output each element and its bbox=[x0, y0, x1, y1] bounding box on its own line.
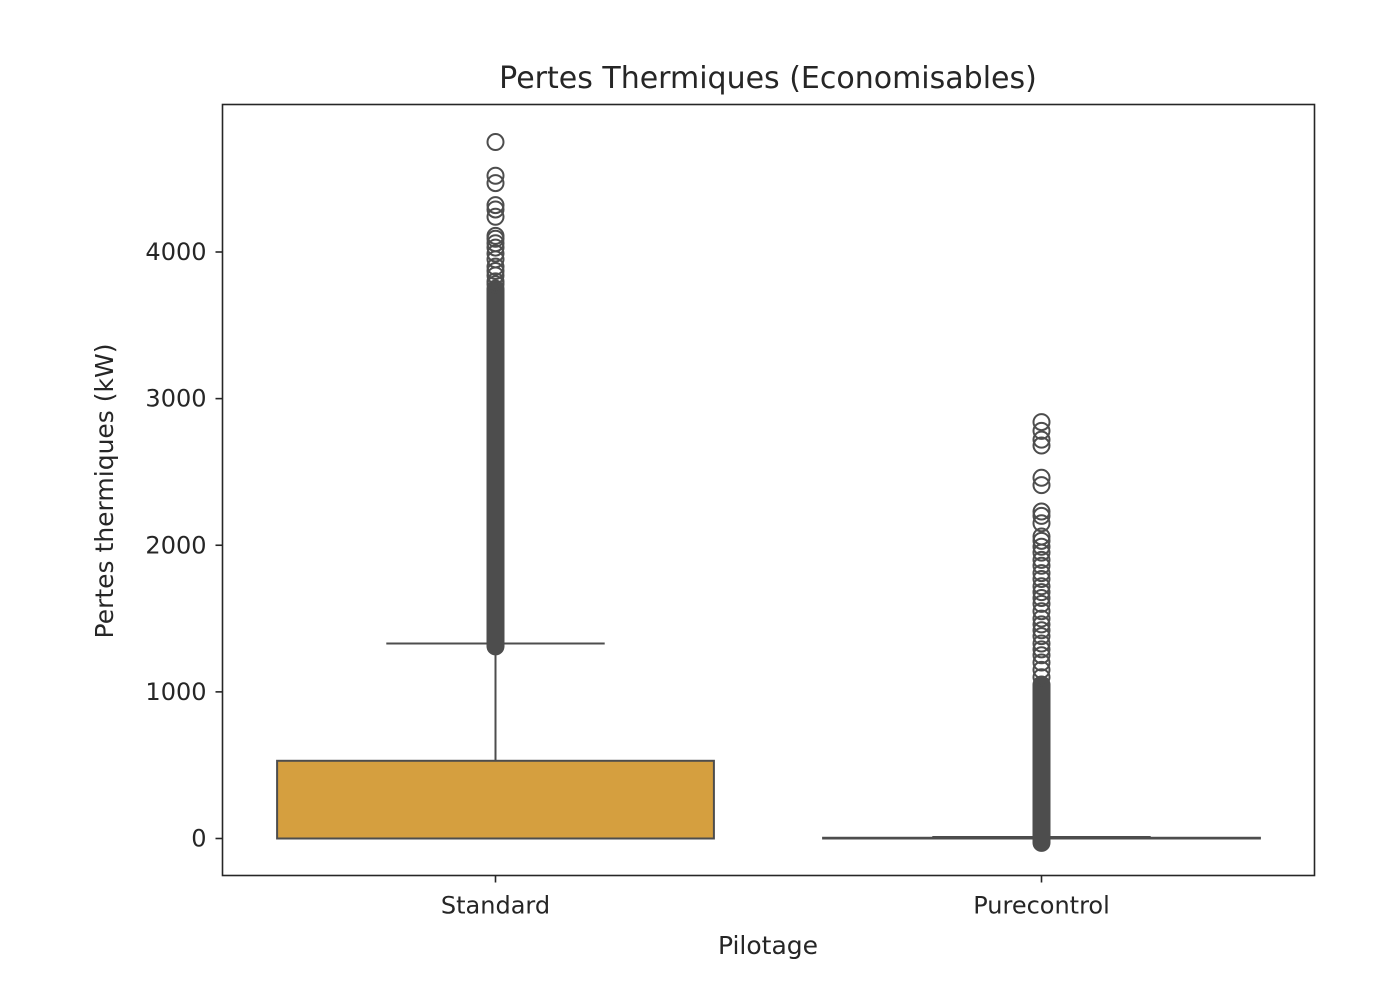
outlier-point bbox=[486, 234, 505, 253]
outlier-point bbox=[1032, 550, 1051, 569]
y-tick-label: 4000 bbox=[145, 238, 206, 266]
outlier-point bbox=[486, 133, 505, 152]
outlier-point bbox=[1032, 468, 1051, 487]
outlier-point bbox=[486, 257, 505, 276]
outlier-point bbox=[1032, 564, 1051, 583]
x-tick-label: Purecontrol bbox=[973, 892, 1110, 920]
outlier-point bbox=[1032, 514, 1051, 533]
outlier-point bbox=[1032, 421, 1051, 440]
outlier-point bbox=[1032, 527, 1051, 546]
outlier-point bbox=[1032, 589, 1051, 608]
outlier-point bbox=[1032, 502, 1051, 521]
outlier-cluster bbox=[486, 279, 505, 656]
outlier-point bbox=[1032, 609, 1051, 628]
chart-title: Pertes Thermiques (Economisables) bbox=[499, 61, 1037, 96]
outlier-point bbox=[486, 272, 505, 291]
outlier-cluster bbox=[1032, 675, 1051, 852]
outlier-point bbox=[1032, 436, 1051, 455]
outlier-point bbox=[486, 207, 505, 226]
outlier-point bbox=[486, 226, 505, 245]
y-axis-label: Pertes thermiques (kW) bbox=[90, 344, 119, 639]
outlier-point bbox=[1032, 531, 1051, 550]
outlier-point bbox=[1032, 646, 1051, 665]
outlier-point bbox=[486, 244, 505, 263]
outlier-point bbox=[486, 166, 505, 185]
outlier-point bbox=[1032, 506, 1051, 525]
y-tick-label: 0 bbox=[191, 825, 206, 853]
box-iqr bbox=[276, 759, 715, 840]
outlier-point bbox=[1032, 583, 1051, 602]
x-tick-label: Standard bbox=[441, 892, 550, 920]
outlier-point bbox=[1032, 660, 1051, 679]
outlier-point bbox=[1032, 621, 1051, 640]
outlier-point bbox=[1032, 634, 1051, 653]
outlier-point bbox=[1032, 556, 1051, 575]
outlier-point bbox=[1032, 537, 1051, 556]
outlier-point bbox=[486, 200, 505, 219]
plot-frame bbox=[221, 103, 1316, 877]
y-tick-label: 1000 bbox=[145, 678, 206, 706]
outlier-point bbox=[1032, 569, 1051, 588]
outlier-point bbox=[1032, 602, 1051, 621]
outlier-point bbox=[1032, 430, 1051, 449]
box-group bbox=[276, 133, 715, 840]
outlier-point bbox=[1032, 476, 1051, 495]
box-group bbox=[822, 413, 1261, 852]
outlier-point bbox=[486, 238, 505, 257]
outlier-point bbox=[486, 196, 505, 215]
y-tick-label: 2000 bbox=[145, 531, 206, 559]
outlier-point bbox=[1032, 627, 1051, 646]
x-axis-label: Pilotage bbox=[718, 931, 818, 960]
outlier-point bbox=[1032, 413, 1051, 432]
outlier-point bbox=[1032, 577, 1051, 596]
y-tick-label: 3000 bbox=[145, 385, 206, 413]
outlier-point bbox=[1032, 615, 1051, 634]
outlier-point bbox=[486, 262, 505, 281]
outlier-point bbox=[1032, 653, 1051, 672]
outlier-point bbox=[1032, 668, 1051, 687]
outlier-point bbox=[1032, 594, 1051, 613]
plot-area bbox=[276, 133, 1261, 852]
outlier-point bbox=[1032, 640, 1051, 659]
outlier-point bbox=[486, 174, 505, 193]
